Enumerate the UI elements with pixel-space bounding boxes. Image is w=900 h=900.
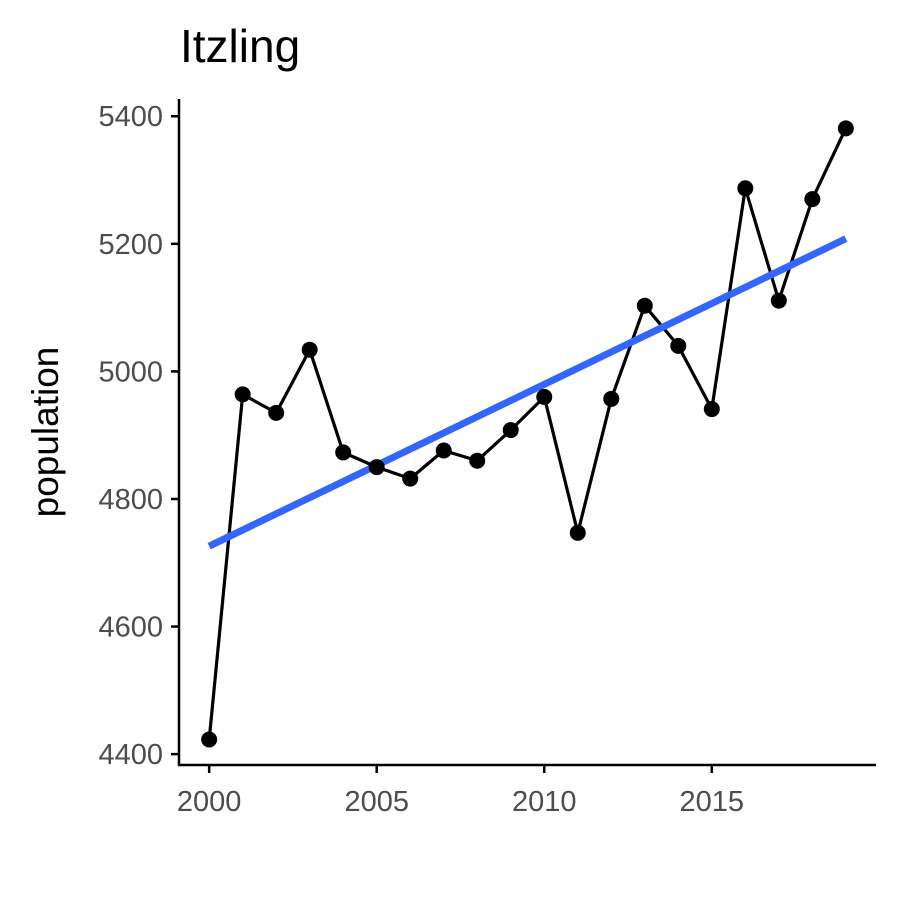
trend-line	[207, 235, 848, 550]
data-point	[469, 452, 486, 469]
y-tick-label: 4600	[98, 612, 163, 644]
data-point	[335, 444, 352, 461]
y-tick-label: 5400	[98, 101, 163, 133]
data-point	[770, 292, 787, 309]
y-tick-label: 4400	[98, 739, 163, 771]
data-point	[268, 404, 285, 421]
y-tick-label: 4800	[98, 484, 163, 516]
x-axis: 2000 2005 2010 2015	[177, 765, 744, 818]
data-point	[837, 120, 854, 137]
chart-title: Itzling	[180, 20, 300, 72]
data-point	[804, 191, 821, 208]
y-axis: 4400 4600 4800 5000 5200 5400	[98, 101, 179, 771]
y-tick-label: 5200	[98, 229, 163, 261]
data-point	[402, 470, 419, 487]
y-axis-label: population	[25, 347, 66, 518]
data-point	[301, 341, 318, 358]
data-point	[536, 388, 553, 405]
data-point	[603, 390, 620, 407]
data-point	[502, 422, 519, 439]
plot-area	[201, 120, 854, 748]
y-tick-label: 5000	[98, 356, 163, 388]
data-point	[201, 731, 218, 748]
data-point	[234, 386, 251, 403]
x-tick-label: 2010	[512, 786, 577, 818]
x-tick-label: 2005	[344, 786, 409, 818]
x-tick-label: 2015	[680, 786, 745, 818]
x-tick-label: 2000	[177, 786, 242, 818]
data-point	[368, 459, 385, 476]
data-point	[703, 401, 720, 418]
data-point	[670, 337, 687, 354]
series-line	[207, 127, 848, 740]
data-point	[636, 297, 653, 314]
data-point	[569, 524, 586, 541]
data-point	[737, 180, 754, 197]
data-point	[435, 442, 452, 459]
